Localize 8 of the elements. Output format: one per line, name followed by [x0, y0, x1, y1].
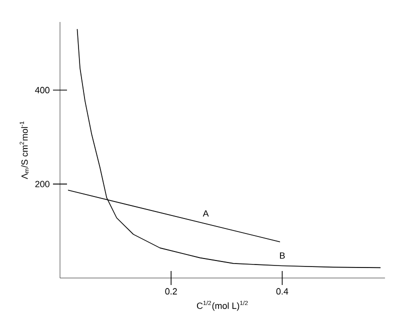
y-tick-label: 400 — [35, 86, 50, 94]
x-tick-label: 0.2 — [165, 288, 177, 295]
x-tick-label: 0.4 — [276, 288, 288, 295]
x-axis-title: C$^{1/2}$(mol L)$^{1/2}$ — [196, 300, 248, 311]
y-tick-label: 200 — [35, 180, 50, 188]
series-label: A — [202, 210, 209, 217]
series-label: B — [280, 252, 285, 259]
y-axis-title: Λ$_{m}$/S cm$^{2}$mol$^{-1}$ — [20, 122, 29, 180]
